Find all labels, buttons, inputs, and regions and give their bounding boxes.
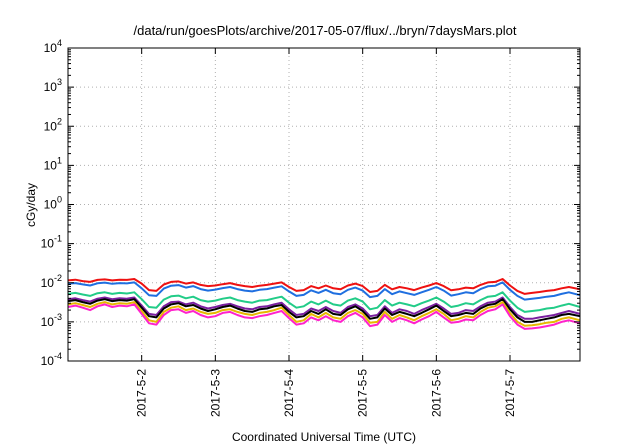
chart-title: /data/run/goesPlots/archive/2017-05-07/f… — [134, 23, 517, 38]
series-line — [67, 303, 581, 330]
y-tick-label: 10-3 — [41, 312, 62, 329]
x-tick-label: 2017-5-3 — [208, 369, 222, 417]
x-tick-label: 2017-5-7 — [503, 369, 517, 417]
series-line — [67, 296, 581, 320]
y-tick-exp: 2 — [57, 116, 62, 126]
y-tick-label: 101 — [44, 155, 62, 172]
y-tick-exp: 4 — [57, 38, 62, 48]
series-line — [67, 281, 581, 301]
series-line — [67, 298, 581, 323]
x-axis-label: Coordinated Universal Time (UTC) — [232, 430, 416, 444]
y-tick-base: 10 — [44, 198, 58, 212]
y-tick-label: 104 — [44, 38, 62, 55]
y-tick-base: 10 — [41, 354, 55, 368]
x-tick-label: 2017-5-5 — [356, 369, 370, 417]
ticks — [68, 47, 580, 362]
y-tick-label: 103 — [44, 77, 62, 94]
y-tick-base: 10 — [44, 41, 58, 55]
y-tick-base: 10 — [44, 80, 58, 94]
y-tick-exp: -3 — [54, 312, 62, 322]
x-tick-label: 2017-5-6 — [429, 369, 443, 417]
y-tick-exp: 0 — [57, 195, 62, 205]
x-tick-label: 2017-5-4 — [282, 369, 296, 417]
y-tick-label: 10-4 — [41, 351, 62, 368]
series-line — [67, 301, 581, 327]
y-tick-base: 10 — [44, 119, 58, 133]
y-tick-base: 10 — [41, 315, 55, 329]
y-tick-exp: -1 — [54, 234, 62, 244]
y-tick-exp: 3 — [57, 77, 62, 87]
y-tick-exp: -4 — [54, 351, 62, 361]
y-tick-label: 10-1 — [41, 234, 62, 251]
x-tick-labels: 2017-5-2 2017-5-3 2017-5-4 2017-5-5 2017-5-6… — [135, 369, 517, 417]
y-tick-base: 10 — [41, 276, 55, 290]
y-tick-label: 100 — [44, 195, 62, 212]
y-tick-base: 10 — [44, 158, 58, 172]
series-line — [67, 278, 581, 295]
x-tick-label: 2017-5-2 — [135, 369, 149, 417]
series-line — [67, 291, 581, 313]
y-tick-exp: -2 — [54, 273, 62, 283]
y-tick-exp: 1 — [57, 155, 62, 165]
y-tick-base: 10 — [41, 237, 55, 251]
y-tick-label: 10-2 — [41, 273, 62, 290]
y-tick-label: 102 — [44, 116, 62, 133]
series-layer — [67, 278, 581, 330]
y-axis-label: cGy/day — [24, 183, 38, 227]
